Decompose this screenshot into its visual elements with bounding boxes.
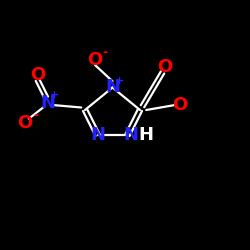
Text: N: N <box>105 78 120 96</box>
Text: H: H <box>139 126 154 144</box>
Text: +: + <box>50 90 59 101</box>
Text: O: O <box>158 58 172 76</box>
Text: O: O <box>172 96 188 114</box>
Text: N: N <box>40 94 55 112</box>
Text: -: - <box>33 109 38 122</box>
Text: N: N <box>90 126 105 144</box>
Text: +: + <box>116 76 124 86</box>
Text: O: O <box>18 114 32 132</box>
Text: O: O <box>30 66 45 84</box>
Text: N: N <box>124 126 139 144</box>
Text: O: O <box>88 51 103 69</box>
Text: -: - <box>102 46 108 59</box>
